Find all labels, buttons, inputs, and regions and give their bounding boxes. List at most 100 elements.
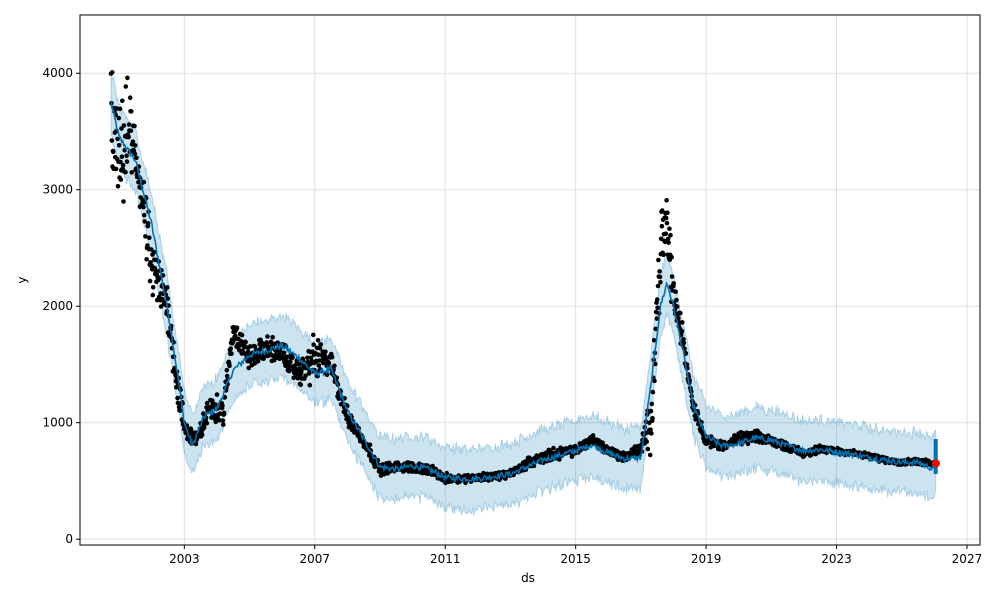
observed-point [286,368,292,374]
observed-point [287,364,293,369]
observed-point [246,365,251,371]
x-tick-label: 2027 [952,552,983,566]
observed-point [648,408,654,414]
observed-point [234,325,240,331]
observed-point [270,334,275,340]
y-tick-label: 1000 [42,416,73,430]
observed-point [123,84,129,89]
observed-point [128,128,134,134]
observed-point [220,403,225,408]
observed-point [655,283,661,289]
observed-point [320,360,326,366]
observed-point [311,332,316,338]
observed-point [127,95,133,100]
highlight-point-group [931,459,940,468]
x-axis-label: ds [521,571,535,585]
observed-point [678,310,683,316]
observed-point [177,408,183,413]
y-tick-label: 3000 [42,183,73,197]
observed-point [531,463,537,469]
observed-point [662,239,668,245]
observed-point [158,304,164,309]
observed-point [332,363,337,369]
observed-point [660,208,665,213]
observed-point [239,332,245,338]
observed-point [681,337,686,342]
observed-point [132,151,138,157]
observed-point [648,427,653,433]
y-tick-label: 0 [65,532,73,546]
y-tick-label: 2000 [42,299,73,313]
observed-point [113,166,119,172]
observed-point [655,305,660,311]
observed-point [329,354,335,360]
observed-point [121,123,127,128]
observed-point [217,411,223,416]
observed-point [124,159,130,164]
observed-point [265,334,270,339]
observed-point [305,355,310,361]
observed-point [111,149,116,155]
observed-point [316,352,321,358]
observed-point [132,143,138,148]
observed-point [673,289,678,295]
observed-point [120,98,125,104]
observed-point [679,328,685,334]
observed-point [221,422,226,427]
observed-point [224,368,230,373]
observed-point [115,184,121,189]
observed-point [657,269,662,274]
observed-point [229,351,234,356]
observed-point [652,378,657,384]
x-tick-label: 2007 [300,552,331,566]
observed-point [142,219,147,224]
observed-point [323,349,328,355]
observed-point [669,254,674,260]
observed-point [665,236,671,242]
observed-point [681,340,687,346]
observed-point [126,122,132,127]
observed-point [664,220,670,226]
observed-point [246,349,251,354]
observed-point [118,177,124,182]
observed-point [674,304,680,309]
observed-point [551,445,556,451]
observed-point [143,234,148,239]
observed-point [204,400,210,406]
observed-point [680,320,685,325]
observed-point [165,285,170,290]
observed-point [129,109,134,114]
observed-point [654,316,660,321]
uncertainty-interval [110,73,937,516]
observed-point [144,257,149,262]
observed-point [316,363,322,368]
axis-ticks: 2003 2007 2011 2015 2019 2023 2027 0 1000 2000 300… [42,66,982,566]
observed-point [318,342,324,347]
observed-point [296,361,302,367]
observed-point [165,296,170,301]
observed-point [647,452,653,458]
observed-point [221,410,227,416]
observed-point [252,344,258,349]
highlight-point [931,459,940,468]
x-tick-label: 2019 [691,552,722,566]
observed-point [130,139,136,144]
interval-band [110,73,937,516]
observed-point [220,418,226,423]
observed-point [227,363,232,369]
observed-point [745,441,751,447]
x-tick-label: 2003 [169,552,200,566]
observed-point [367,442,373,448]
observed-point [653,326,658,332]
observed-point [665,210,670,215]
observed-point [658,280,663,285]
observed-point [150,285,156,290]
x-tick-label: 2011 [430,552,461,566]
observed-point [228,346,233,352]
observed-point [255,359,261,364]
observed-point [115,136,120,142]
x-tick-label: 2023 [821,552,852,566]
observed-point [109,70,115,75]
observed-point [145,243,150,248]
